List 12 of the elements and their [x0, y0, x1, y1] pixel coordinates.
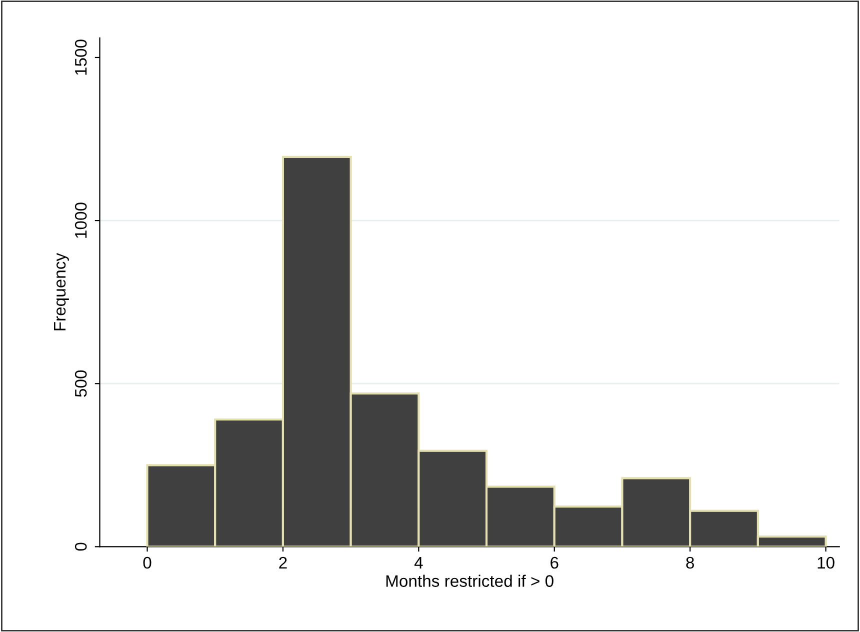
x-tick-label: 6 [550, 556, 558, 569]
y-axis-title: Frequency [54, 252, 69, 330]
y-tick-label: 1500 [74, 40, 87, 75]
x-tick-label: 8 [686, 556, 694, 569]
x-tick-label: 2 [279, 556, 287, 568]
x-tick-label: 4 [414, 557, 423, 568]
y-tick-label: 1000 [74, 202, 87, 238]
x-tick-label: 0 [143, 556, 152, 569]
x-axis-title: Months restricted if > 0 [386, 574, 554, 587]
y-tick-label: 500 [74, 370, 87, 397]
y-tick-label: 0 [74, 542, 87, 551]
x-tick-label: 10 [818, 556, 834, 569]
